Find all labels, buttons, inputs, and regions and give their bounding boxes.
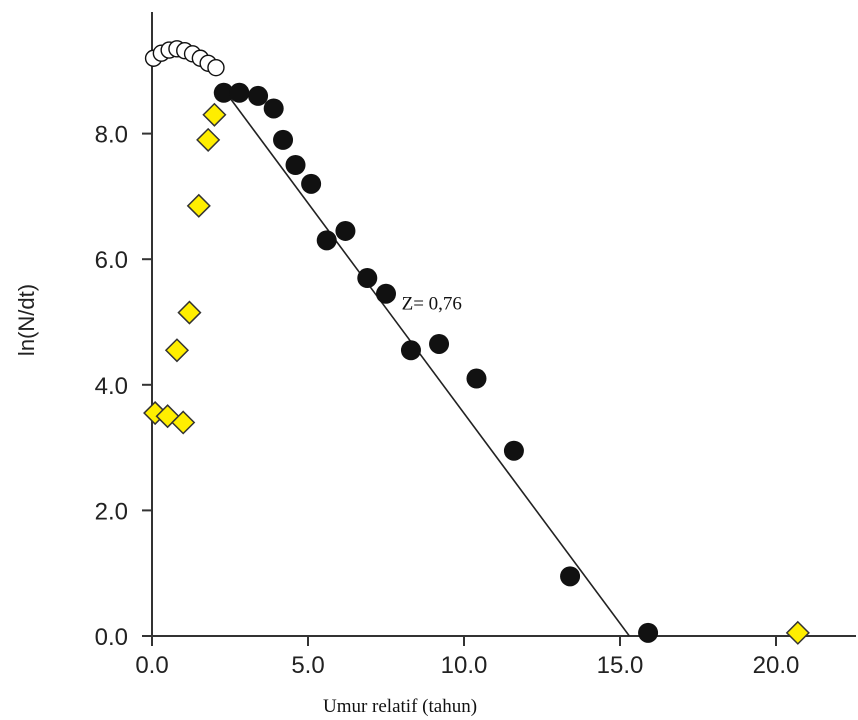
data-point-diamond	[202, 102, 227, 127]
y-tick-label: 4.0	[95, 373, 128, 400]
data-point-open	[207, 58, 225, 77]
data-point-filled	[466, 368, 487, 389]
y-tick-label: 2.0	[95, 498, 128, 525]
x-tick-label: 5.0	[291, 652, 324, 679]
data-point-filled	[503, 440, 524, 461]
data-point-filled	[213, 82, 234, 103]
data-point-diamond	[171, 410, 196, 435]
data-point-filled	[229, 82, 250, 103]
y-axis-title: ln(N/dt)	[14, 284, 39, 356]
data-point-diamond	[164, 338, 190, 363]
data-point-diamond	[196, 127, 221, 152]
data-point-diamond	[785, 620, 810, 645]
data-point-filled	[376, 283, 396, 304]
data-point-filled	[400, 340, 421, 361]
data-point-filled	[429, 333, 450, 354]
data-point-filled	[335, 220, 356, 241]
data-point-filled	[357, 268, 378, 289]
x-axis-title: Umur relatif (tahun)	[323, 696, 477, 717]
y-tick-label: 6.0	[95, 247, 128, 274]
y-tick-label: 0.0	[95, 624, 128, 651]
data-point-diamond	[177, 300, 202, 325]
regression-line	[223, 89, 631, 637]
data-point-filled	[273, 129, 294, 150]
data-point-filled	[285, 155, 306, 175]
x-tick-label: 10.0	[441, 652, 488, 679]
x-tick-label: 20.0	[753, 652, 800, 679]
data-point-filled	[560, 566, 581, 587]
y-tick-label: 8.0	[95, 122, 128, 149]
slope-annotation: Z= 0,76	[402, 293, 462, 314]
data-point-filled	[316, 230, 337, 251]
plot-area: 0.0 2.0 4.0 6.0 8.0 0.0 5.0 10.0 15.0 20.0 Z= 0,76	[95, 12, 856, 679]
x-tick-label: 0.0	[135, 652, 168, 679]
data-point-filled	[301, 173, 322, 194]
x-tick-label: 15.0	[597, 652, 644, 679]
data-point-diamond	[186, 193, 211, 218]
data-point-filled	[263, 98, 284, 119]
data-point-filled	[248, 85, 269, 106]
data-point-filled	[638, 622, 659, 643]
